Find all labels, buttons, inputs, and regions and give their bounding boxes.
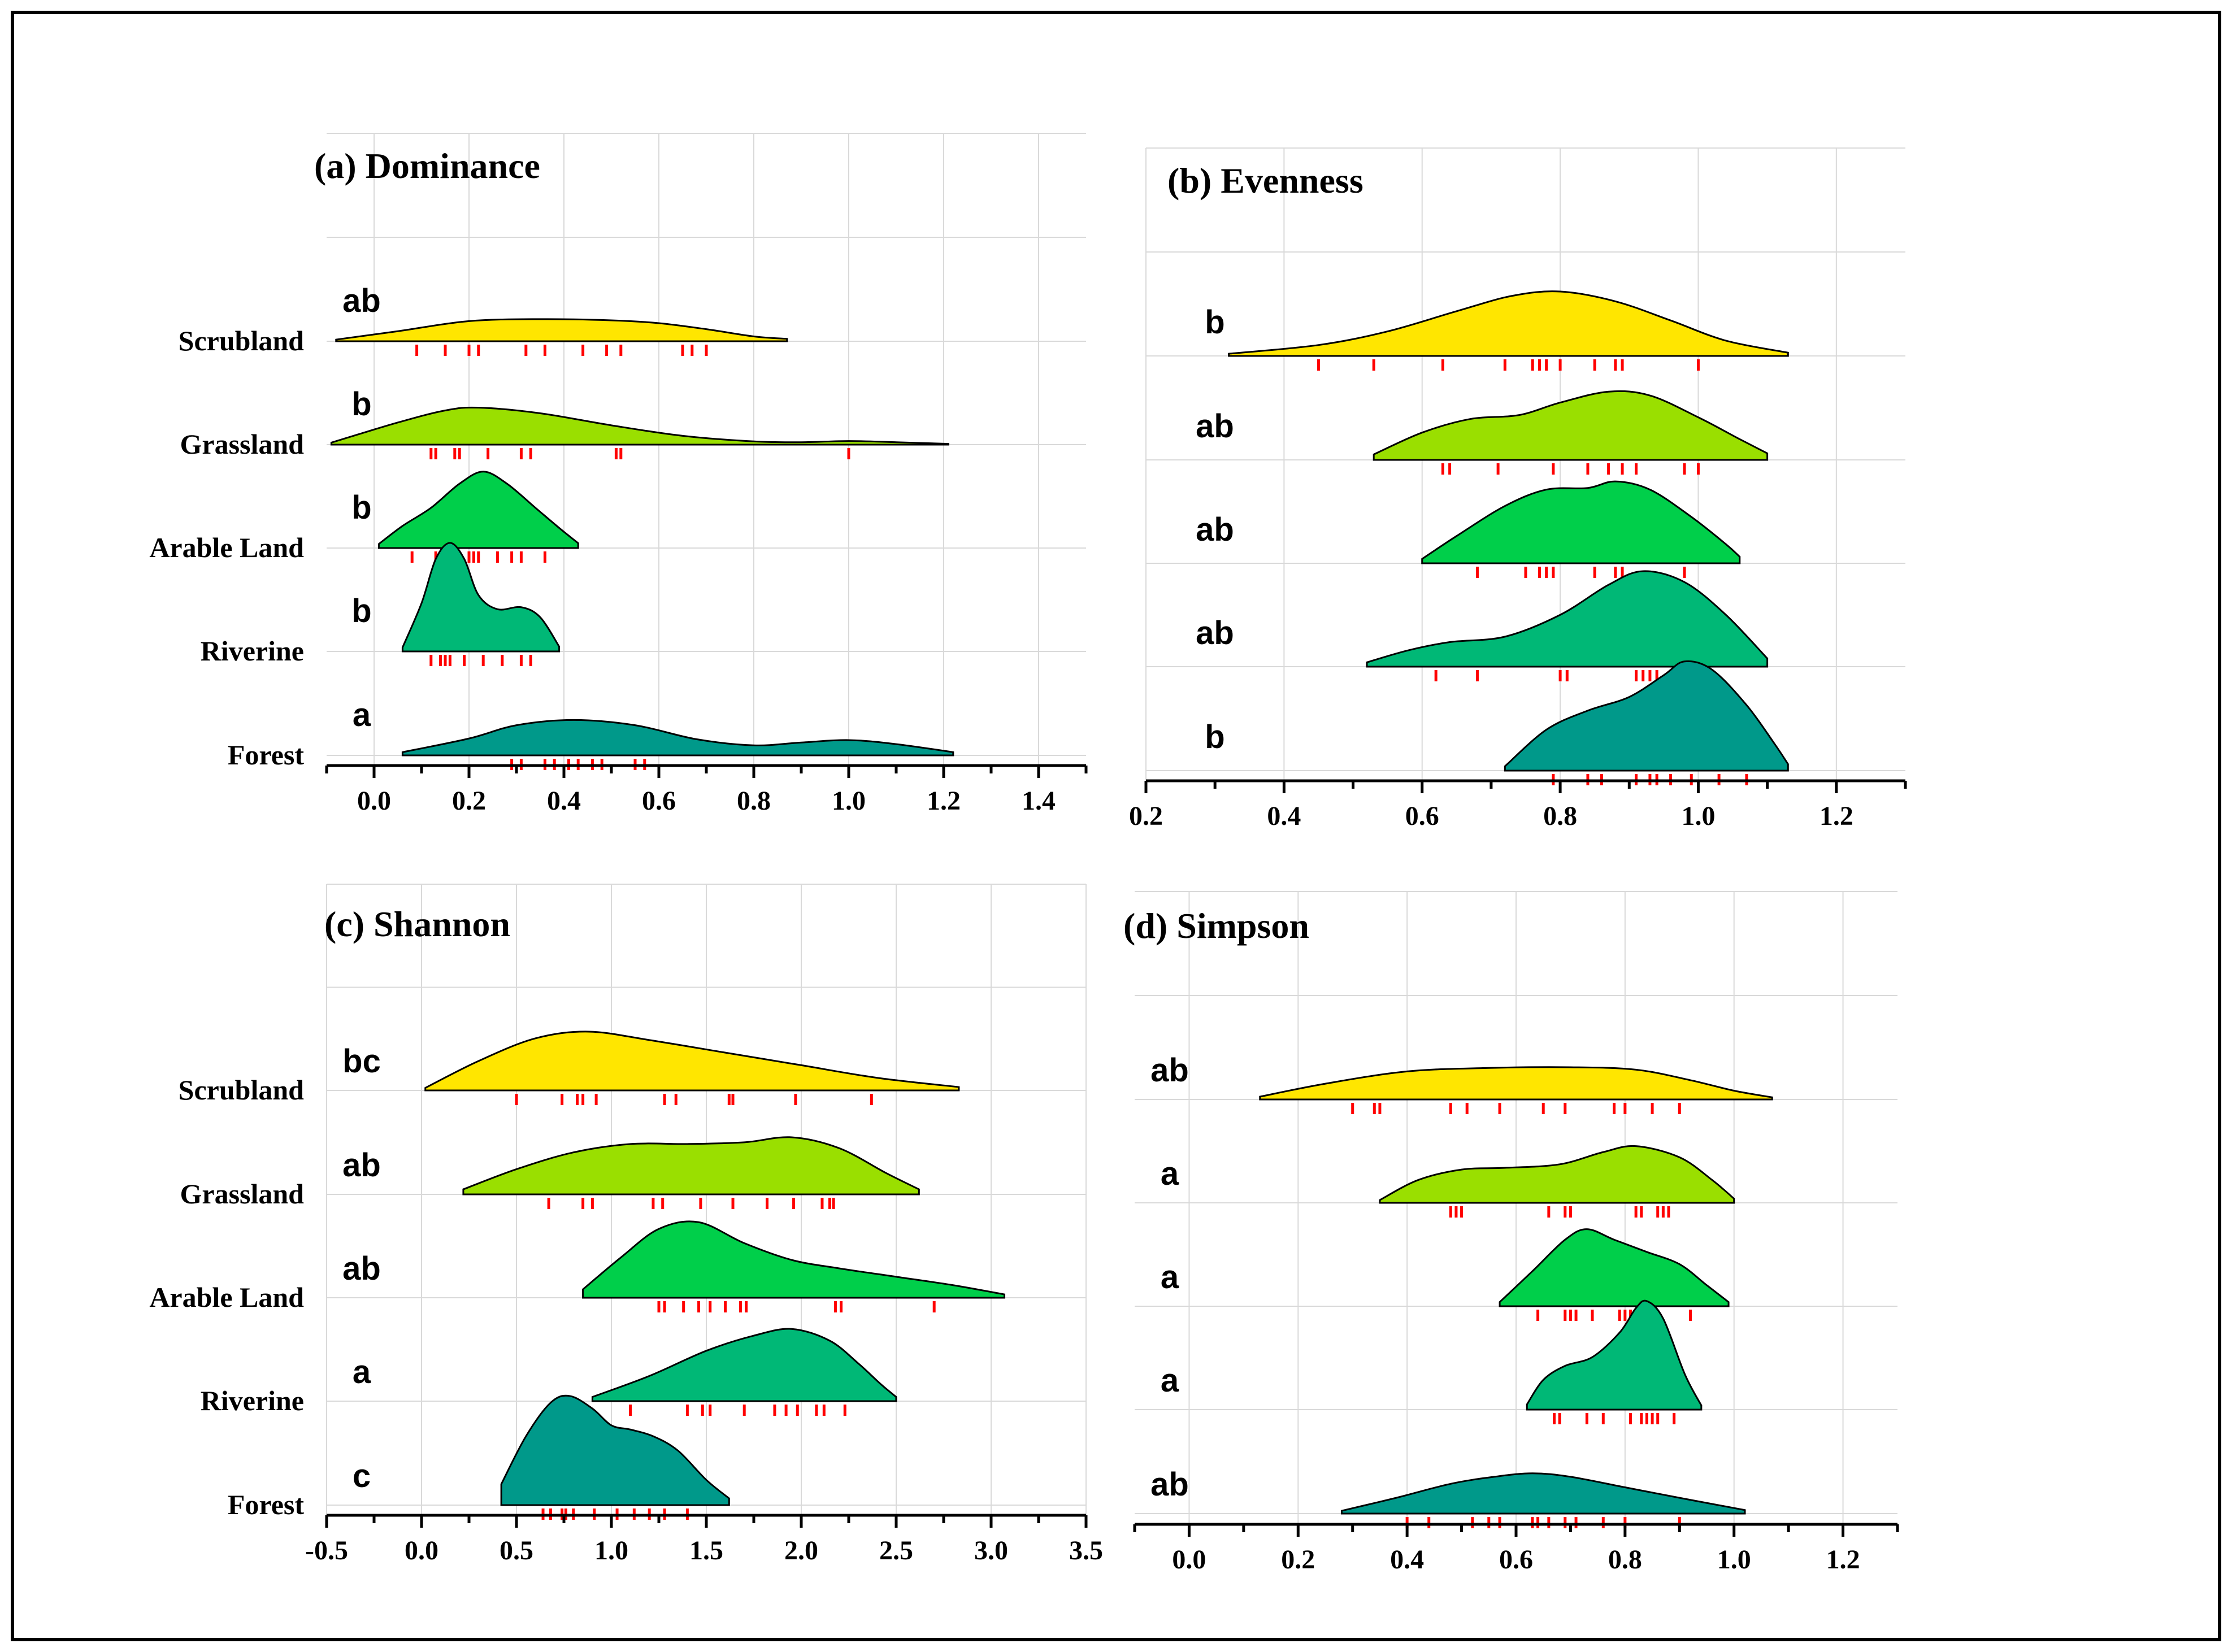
panel-a-title: (a) Dominance: [314, 146, 540, 186]
panel-d-ridge-riverine: [1526, 1299, 1703, 1411]
panel-c-ridge-grassland: [462, 1136, 920, 1195]
panel-c-ridge-scrubland: [424, 1031, 960, 1092]
panel-b-ridge-forest: [1504, 660, 1789, 772]
panel-d: (d) Simpson ab a a a ab 0.0 0.2 0.4 0.6 0.8 1.0 1.2: [1123, 891, 1899, 1575]
panel-b-ridge-scrubland: [1228, 290, 1789, 357]
panel-c-title: (c) Shannon: [324, 904, 510, 944]
panel-d-x-tick-label: 0.4: [1390, 1545, 1424, 1575]
panel-d-x-tick-label: 0.2: [1281, 1545, 1315, 1575]
panel-c-letter-arable-land: ab: [342, 1250, 381, 1287]
panel-b-x-tick-label: 0.2: [1129, 801, 1163, 831]
panel-b-letter-forest: b: [1205, 719, 1224, 755]
panel-c-x-tick-label: 2.5: [879, 1536, 913, 1566]
panel-b-letter-arable-land: ab: [1196, 511, 1234, 548]
panel-a-category-forest: Forest: [228, 739, 304, 771]
panel-d-x-tick-label: 0.6: [1499, 1545, 1533, 1575]
panel-a-x-tick-label: 0.4: [547, 786, 581, 816]
panel-d-ridge-grassland: [1379, 1145, 1735, 1204]
panel-c-x-tick-label: 3.5: [1069, 1536, 1103, 1566]
panel-a-x-tick-label: 1.2: [927, 786, 961, 816]
panel-a-category-riverine: Riverine: [201, 635, 304, 667]
panel-a-category-grassland: Grassland: [180, 428, 304, 460]
panel-b-ridge-arable-land: [1421, 480, 1741, 564]
panel-b-x-tick-label: 1.2: [1820, 801, 1853, 831]
panel-a-letter-grassland: b: [351, 386, 371, 423]
panel-c-letter-scrubland: bc: [342, 1043, 381, 1080]
panel-d-letter-forest: ab: [1150, 1466, 1189, 1503]
panel-c-category-forest: Forest: [228, 1489, 304, 1520]
panel-d-title: (d) Simpson: [1123, 906, 1309, 946]
panel-c-letter-riverine: a: [353, 1354, 371, 1390]
panel-d-ridge-arable-land: [1499, 1228, 1730, 1307]
panel-a-x-tick-label: 0.8: [737, 786, 771, 816]
panel-c-x-tick-label: 2.0: [784, 1536, 818, 1566]
panel-d-letter-arable-land: a: [1161, 1259, 1179, 1295]
panel-a-ridge-riverine: [401, 542, 561, 653]
panel-d-x-tick-label: 1.0: [1717, 1545, 1751, 1575]
panel-c-letter-forest: c: [353, 1458, 371, 1494]
panel-a-letter-arable-land: b: [351, 489, 371, 526]
panel-d-letter-scrubland: ab: [1150, 1052, 1189, 1089]
panel-a-category-scrubland: Scrubland: [179, 325, 305, 357]
panel-b-letter-scrubland: b: [1205, 304, 1224, 341]
panel-d-ridge-scrubland: [1259, 1066, 1773, 1101]
panel-c-x-tick-label: 0.0: [405, 1536, 438, 1566]
panel-c-ridge-arable-land: [582, 1220, 1006, 1299]
panel-a-letter-forest: a: [353, 697, 371, 733]
panel-b-letter-grassland: ab: [1196, 408, 1234, 445]
panel-b-x-tick-label: 0.8: [1543, 801, 1577, 831]
panel-b-title: (b) Evenness: [1167, 160, 1363, 201]
panel-b-x-tick-label: 1.0: [1681, 801, 1715, 831]
panel-c-x-tick-label: 3.0: [974, 1536, 1008, 1566]
panel-a-letter-riverine: b: [351, 593, 371, 629]
panel-b-x-tick-label: 0.6: [1405, 801, 1439, 831]
panel-b-x-tick-label: 0.4: [1267, 801, 1301, 831]
panel-c-x-tick-label: 1.0: [594, 1536, 628, 1566]
panel-a-ridge-grassland: [330, 406, 949, 446]
panel-a-x-tick-label: 1.0: [832, 786, 866, 816]
panel-c-category-arable-land: Arable Land: [149, 1281, 304, 1313]
panel-d-letter-grassland: a: [1161, 1155, 1179, 1192]
panel-c-category-riverine: Riverine: [201, 1385, 304, 1416]
panel-b-ridge-riverine: [1366, 570, 1769, 668]
panel-a-ridge-arable-land: [377, 471, 579, 549]
panel-b-letter-riverine: ab: [1196, 615, 1234, 651]
panel-c-ridge-forest: [500, 1394, 730, 1506]
panel-c-letter-grassland: ab: [342, 1147, 381, 1184]
panel-a-ridge-forest: [401, 719, 954, 757]
panel-c-category-scrubland: Scrubland: [179, 1074, 305, 1106]
panel-a: (a) DominanceabScrublandbGrasslandbArabl…: [149, 133, 1088, 816]
panel-d-x-tick-label: 0.0: [1172, 1545, 1206, 1575]
panel-a-ridge-scrubland: [335, 318, 788, 342]
panel-a-category-arable-land: Arable Land: [149, 532, 304, 563]
panel-c-x-tick-label: 1.5: [689, 1536, 723, 1566]
panel-c-x-tick-label: -0.5: [305, 1536, 348, 1566]
panel-c-ridge-riverine: [591, 1328, 897, 1402]
panel-c-x-tick-label: 0.5: [500, 1536, 533, 1566]
panel-c-category-grassland: Grassland: [180, 1178, 304, 1210]
panels: (a) DominanceabScrublandbGrasslandbArabl…: [149, 133, 1907, 1575]
panel-d-x-tick-label: 0.8: [1608, 1545, 1642, 1575]
panel-a-letter-scrubland: ab: [342, 282, 381, 319]
panel-d-x-tick-label: 1.2: [1826, 1545, 1860, 1575]
panel-a-x-tick-label: 0.0: [357, 786, 391, 816]
panel-b: (b) Evenness b ab ab ab b 0.2 0.4 0.6 0.8 1.0 1.2: [1129, 147, 1907, 831]
panel-b-ridge-grassland: [1373, 390, 1769, 461]
panel-a-x-tick-label: 0.6: [642, 786, 676, 816]
panel-d-ridge-forest: [1340, 1472, 1746, 1515]
panel-a-x-tick-label: 1.4: [1022, 786, 1056, 816]
panel-c: (c) Shannon bc Scrubland ab Grassland ab Arabl…: [149, 884, 1103, 1566]
panel-d-letter-riverine: a: [1161, 1362, 1179, 1399]
figure-border: [11, 11, 2221, 1641]
panel-a-x-tick-label: 0.2: [452, 786, 486, 816]
